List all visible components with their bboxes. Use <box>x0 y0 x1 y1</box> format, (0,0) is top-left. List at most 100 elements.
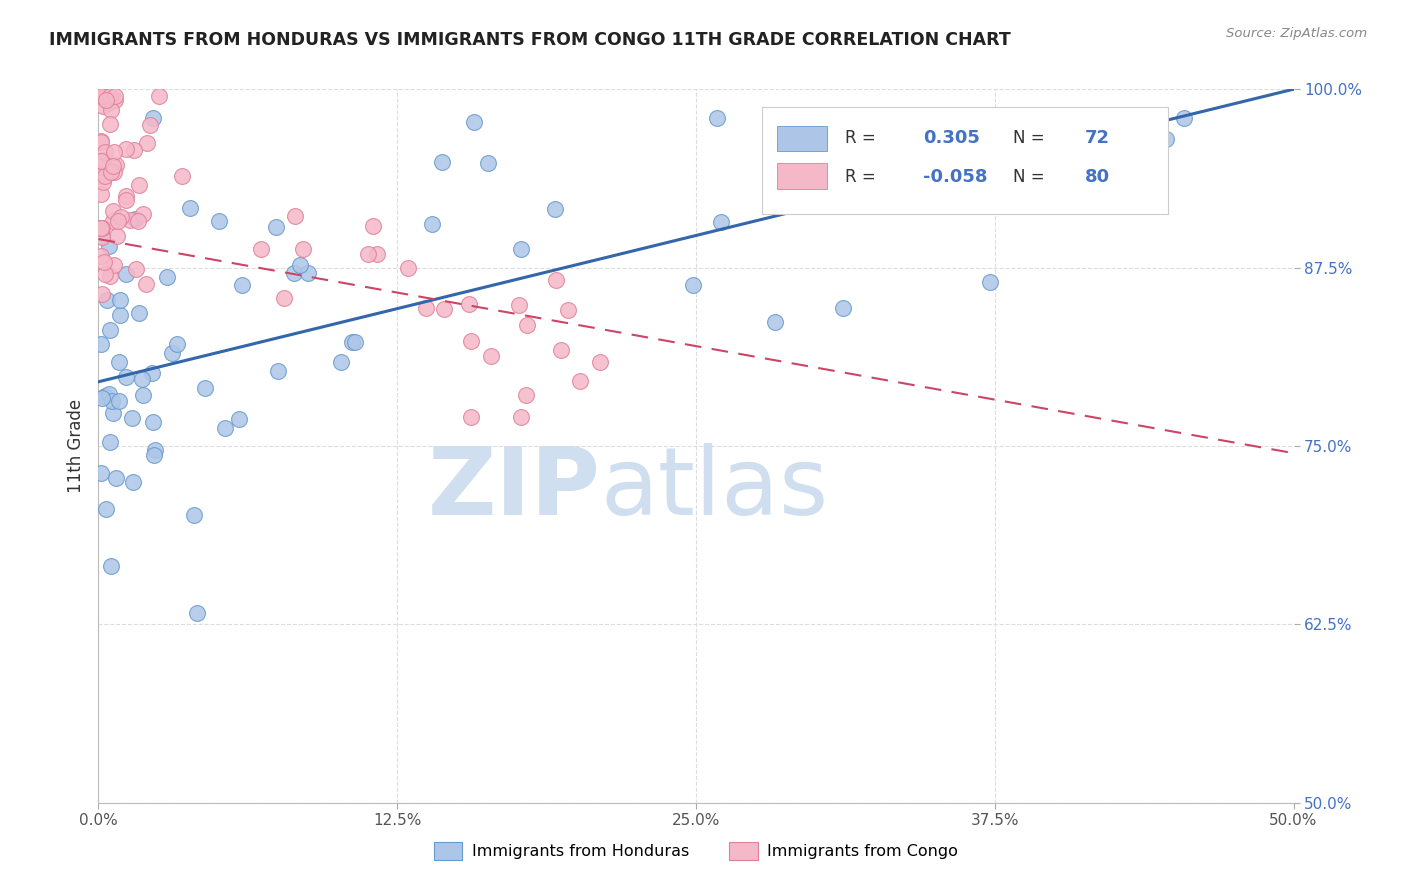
Text: N =: N = <box>1012 128 1045 146</box>
Point <box>457 297 479 311</box>
Point <box>139 118 162 132</box>
Point <box>101 159 124 173</box>
Point <box>231 277 253 292</box>
Point <box>148 89 170 103</box>
Point <box>105 228 128 243</box>
Point <box>131 372 153 386</box>
Point <box>103 203 125 218</box>
Point <box>104 93 127 107</box>
Point <box>105 158 128 172</box>
Point <box>98 89 121 103</box>
Legend: Immigrants from Honduras, Immigrants from Congo: Immigrants from Honduras, Immigrants fro… <box>427 836 965 866</box>
Point <box>91 287 114 301</box>
Text: R =: R = <box>845 128 876 146</box>
Point <box>90 467 112 481</box>
Point <box>103 145 125 160</box>
Point <box>97 96 120 111</box>
Point <box>292 242 315 256</box>
Point <box>91 89 114 103</box>
Point <box>128 178 150 193</box>
Point <box>103 214 125 228</box>
Point <box>288 258 311 272</box>
Point <box>284 209 307 223</box>
Text: ZIP: ZIP <box>427 442 600 535</box>
Point <box>90 221 112 235</box>
Text: atlas: atlas <box>600 442 828 535</box>
Point <box>90 135 112 149</box>
Point <box>96 93 118 107</box>
Point <box>100 268 122 283</box>
Point <box>396 261 419 276</box>
Point <box>479 349 502 363</box>
Point <box>589 355 612 369</box>
Point <box>344 334 367 349</box>
Point <box>100 559 122 574</box>
Point <box>90 249 112 263</box>
Point <box>550 343 572 357</box>
Point <box>97 239 120 253</box>
FancyBboxPatch shape <box>778 163 828 189</box>
Point <box>103 164 125 178</box>
Point <box>90 187 112 202</box>
Point <box>127 213 149 227</box>
Point <box>194 381 217 395</box>
Point <box>90 89 112 103</box>
Point <box>172 169 194 184</box>
Point <box>763 315 786 329</box>
Point <box>557 303 579 318</box>
Point <box>98 323 121 337</box>
Point <box>342 335 364 350</box>
Point <box>124 212 146 227</box>
Point <box>97 386 120 401</box>
FancyBboxPatch shape <box>778 126 828 152</box>
Point <box>463 115 485 129</box>
Point <box>115 189 138 203</box>
Point <box>100 393 122 408</box>
Text: 80: 80 <box>1084 168 1109 186</box>
Point <box>120 213 142 227</box>
Point <box>1007 111 1029 125</box>
Point <box>361 219 384 234</box>
Point <box>90 134 112 148</box>
Point <box>114 142 136 156</box>
Point <box>114 370 136 384</box>
Point <box>125 261 148 276</box>
Point <box>143 448 166 462</box>
Point <box>91 230 114 244</box>
Point <box>96 502 118 516</box>
Point <box>357 247 380 261</box>
Point <box>366 247 388 261</box>
Point <box>1105 149 1128 163</box>
Point <box>131 206 153 220</box>
Y-axis label: 11th Grade: 11th Grade <box>67 399 86 493</box>
Point <box>90 169 112 183</box>
Point <box>250 242 273 256</box>
Point <box>510 243 533 257</box>
Point <box>93 89 115 103</box>
Point <box>103 258 125 272</box>
Point <box>509 410 531 425</box>
Point <box>160 346 183 360</box>
Point <box>94 169 117 183</box>
Point <box>90 336 112 351</box>
Point <box>93 254 115 268</box>
Point <box>508 298 530 312</box>
Point <box>91 99 114 113</box>
Text: IMMIGRANTS FROM HONDURAS VS IMMIGRANTS FROM CONGO 11TH GRADE CORRELATION CHART: IMMIGRANTS FROM HONDURAS VS IMMIGRANTS F… <box>49 31 1011 49</box>
Point <box>122 475 145 489</box>
Point <box>273 291 295 305</box>
Point <box>568 374 591 388</box>
Point <box>214 421 236 435</box>
Point <box>207 214 229 228</box>
Point <box>264 220 287 235</box>
Text: N =: N = <box>1012 168 1045 186</box>
Point <box>1123 111 1146 125</box>
Point <box>420 217 443 231</box>
Point <box>516 318 538 332</box>
Point <box>98 117 121 131</box>
Point <box>96 293 118 307</box>
Point <box>94 268 117 282</box>
Point <box>544 273 567 287</box>
Point <box>93 153 115 167</box>
Point <box>108 355 131 369</box>
